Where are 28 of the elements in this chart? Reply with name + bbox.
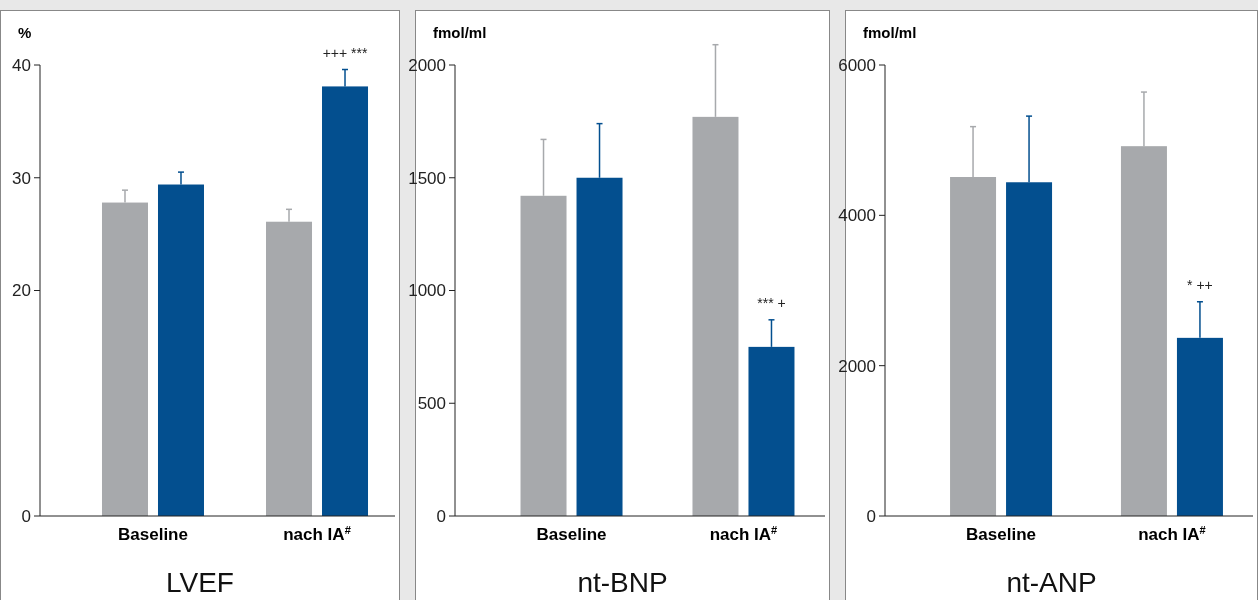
text: +++ *** xyxy=(322,44,368,61)
y-tick-label: 40 xyxy=(12,55,31,75)
y-tick-label: 500 xyxy=(417,394,446,414)
y-tick-label: 0 xyxy=(866,506,876,526)
y-tick-label: 0 xyxy=(21,506,31,526)
y-axis-title: % xyxy=(18,24,32,41)
y-tick-label: 4000 xyxy=(838,206,876,226)
x-tick-label: nach IA$^{#}$ xyxy=(709,524,778,544)
y-tick-label: 0 xyxy=(436,506,446,526)
text: nt-ANP xyxy=(1006,567,1097,598)
y-tick-label: 2000 xyxy=(408,55,446,75)
y-tick-label: 30 xyxy=(12,168,31,188)
x-tick-label: Baseline xyxy=(966,525,1037,544)
y-tick-label: 6000 xyxy=(838,55,876,75)
x-tick-label: Baseline xyxy=(118,525,188,544)
y-tick-label: 1500 xyxy=(408,168,446,188)
annotation: *** + xyxy=(757,294,786,311)
text: LVEF xyxy=(166,567,234,598)
y-tick-label: 20 xyxy=(12,281,31,301)
text: nt-BNP xyxy=(577,567,668,598)
y-tick-label: 1000 xyxy=(408,281,446,301)
y-tick-label: 2000 xyxy=(838,356,876,376)
x-tick-label: nach IA$^{#}$ xyxy=(1138,524,1206,544)
y-axis-title: fmol/ml xyxy=(863,24,917,41)
annotation: * ++ xyxy=(1187,276,1213,293)
x-tick-label: Baseline xyxy=(536,525,607,544)
x-tick-label: nach IA$^{#}$ xyxy=(283,524,351,544)
y-axis-title: fmol/ml xyxy=(433,24,487,41)
